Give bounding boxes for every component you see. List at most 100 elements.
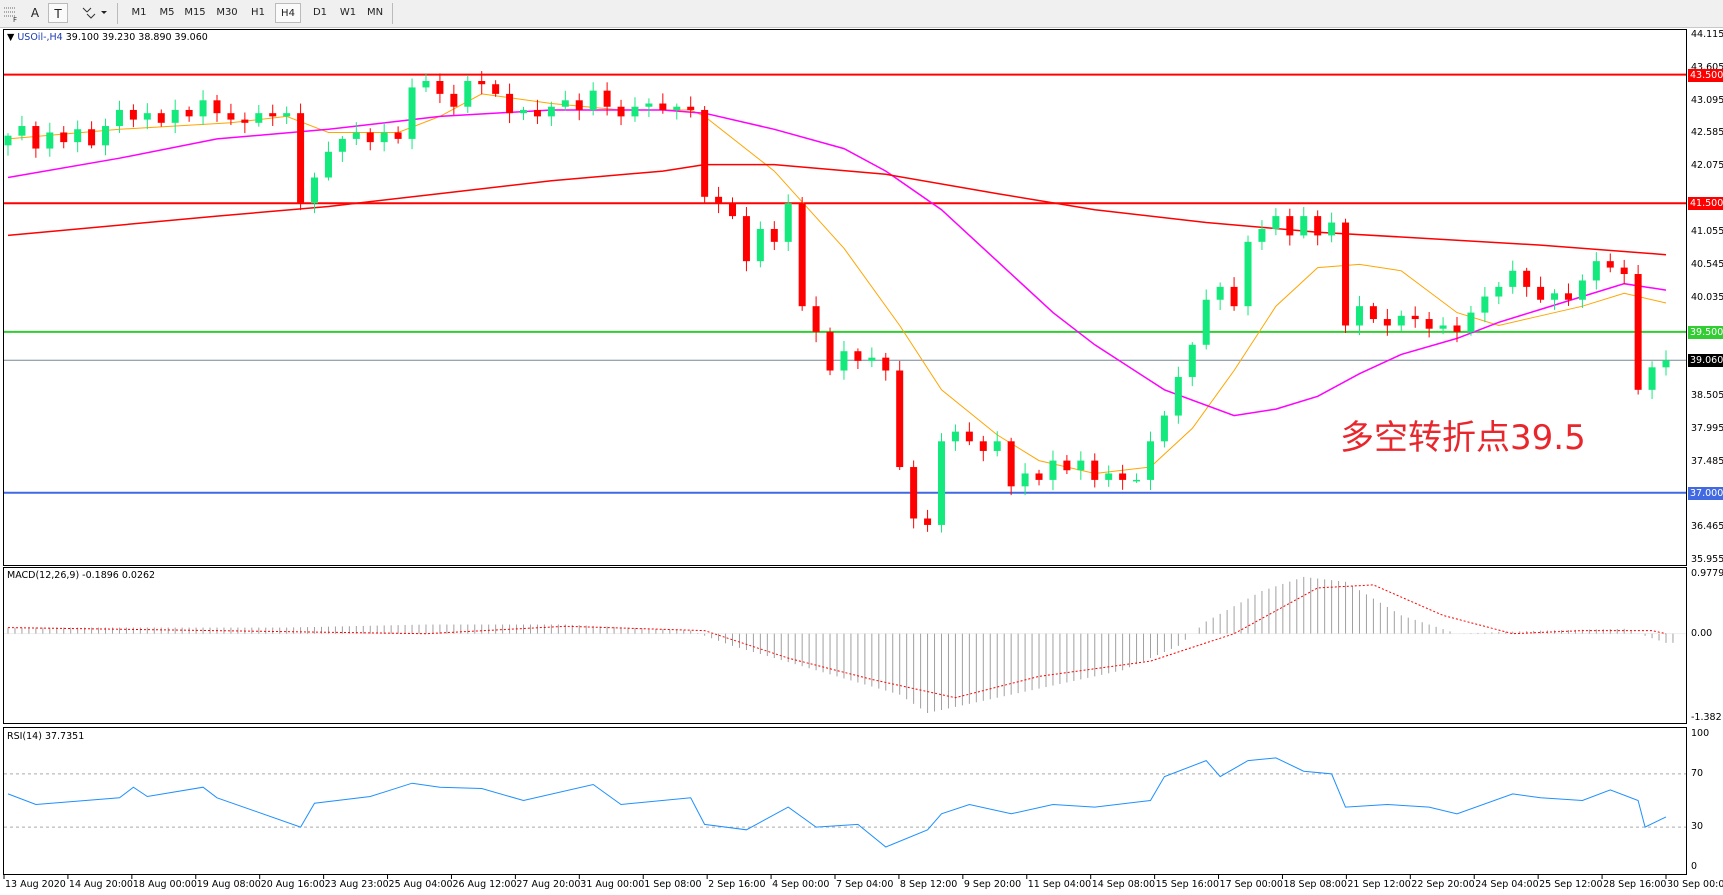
candle-down — [1453, 325, 1461, 332]
collapse-triangle-icon[interactable]: ▼ — [7, 32, 15, 43]
time-tick: 30 Sep 00:00 — [1667, 879, 1723, 890]
arrows-icon[interactable] — [78, 3, 110, 23]
time-tick: 14 Sep 08:00 — [1091, 879, 1156, 890]
candle-up — [18, 126, 26, 136]
candle-down — [687, 106, 695, 110]
time-tick: 23 Aug 23:00 — [324, 879, 389, 890]
candle-up — [1160, 415, 1168, 442]
time-tick: 2 Sep 16:00 — [708, 879, 766, 890]
candle-down — [506, 93, 514, 114]
candle-up — [1105, 473, 1113, 480]
toolbar-separator — [392, 3, 393, 24]
text-label-icon[interactable]: T — [48, 3, 68, 23]
time-tick: 25 Aug 04:00 — [388, 879, 453, 890]
time-tick: 18 Aug 00:00 — [132, 879, 197, 890]
candle-down — [1383, 319, 1391, 326]
macd-panel[interactable]: MACD(12,26,9) -0.1896 0.0262 — [3, 567, 1687, 724]
timeframe-m5[interactable]: M5 — [159, 7, 175, 18]
time-tick: 25 Sep 12:00 — [1539, 879, 1603, 890]
candle-down — [60, 132, 68, 143]
candle-down — [366, 132, 374, 143]
candle-down — [129, 109, 137, 120]
candle-up — [1439, 325, 1447, 329]
timeframe-h4[interactable]: H4 — [275, 3, 301, 23]
current-price-tag: 39.060 — [1688, 354, 1723, 368]
time-tick: 27 Aug 20:00 — [516, 879, 581, 890]
symbol-label: USOil-,H4 — [17, 32, 63, 43]
candle-up — [1188, 344, 1196, 377]
rsi-tick: 30 — [1691, 821, 1704, 833]
level-price-tag: 43.500 — [1688, 68, 1723, 82]
time-tick: 21 Sep 12:00 — [1347, 879, 1411, 890]
candle-down — [729, 203, 737, 217]
candle-up — [1133, 479, 1141, 482]
candle-down — [241, 119, 249, 123]
time-tick: 8 Sep 12:00 — [899, 879, 958, 890]
candle-down — [770, 228, 778, 242]
time-tick: 1 Sep 08:00 — [644, 879, 702, 890]
price-tick: 44.115 — [1691, 29, 1723, 40]
timeframe-m1[interactable]: M1 — [131, 7, 147, 18]
candle-up — [1216, 286, 1224, 300]
candle-up — [199, 100, 207, 117]
candle-down — [979, 441, 987, 451]
time-tick: 26 Aug 12:00 — [452, 879, 517, 890]
ma-mid-line — [7, 109, 1667, 417]
macd-tick: 0.00 — [1691, 627, 1713, 639]
timeframe-m30[interactable]: M30 — [216, 7, 238, 18]
candle-down — [1564, 293, 1572, 300]
price-chart-panel[interactable]: ▼ USOil-,H4 39.100 39.230 38.890 39.060 — [3, 29, 1687, 566]
level-price-tag: 37.000 — [1688, 486, 1723, 500]
time-tick: 11 Sep 04:00 — [1027, 879, 1092, 890]
candle-down — [910, 467, 918, 519]
candle-down — [924, 518, 932, 525]
candle-up — [868, 357, 876, 361]
candle-up — [673, 106, 681, 110]
timeframe-m15[interactable]: M15 — [184, 7, 206, 18]
candle-up — [1495, 286, 1503, 297]
candle-down — [1523, 270, 1531, 287]
text-icon[interactable]: A — [30, 6, 40, 20]
candle-down — [659, 103, 667, 110]
level-price-tag: 39.500 — [1688, 325, 1723, 339]
toolbar-separator — [117, 3, 118, 24]
candle-down — [617, 106, 625, 117]
timeframe-w1[interactable]: W1 — [339, 7, 357, 18]
time-tick: 13 Aug 2020 — [5, 879, 66, 890]
candle-down — [896, 370, 904, 468]
candle-down — [1063, 460, 1071, 471]
ma-fast-line — [7, 93, 1667, 475]
candle-down — [1314, 216, 1322, 236]
candle-up — [1174, 376, 1182, 416]
candle-up — [283, 113, 291, 117]
price-tick: 42.585 — [1691, 127, 1723, 139]
candle-up — [422, 81, 430, 88]
macd-tick: -1.382 — [1691, 712, 1722, 723]
candle-up — [352, 132, 360, 139]
candle-down — [533, 109, 541, 117]
timeframe-d1[interactable]: D1 — [312, 7, 328, 18]
candle-down — [1369, 306, 1377, 320]
rsi-tick: 0 — [1691, 861, 1698, 872]
candle-down — [1537, 286, 1545, 300]
candle-down — [603, 90, 611, 107]
candle-up — [1202, 299, 1210, 345]
candle-up — [561, 100, 569, 107]
candle-down — [1119, 473, 1127, 480]
candle-up — [1578, 280, 1586, 300]
candle-down — [812, 306, 820, 332]
timeframe-h1[interactable]: H1 — [251, 7, 265, 18]
price-tick: 40.035 — [1691, 291, 1723, 303]
candle-up — [74, 129, 82, 143]
time-tick: 14 Aug 20:00 — [68, 879, 133, 890]
fibonacci-icon[interactable]: F — [2, 3, 20, 24]
candle-up — [1648, 367, 1656, 390]
candle-down — [1035, 473, 1043, 480]
candle-up — [1397, 315, 1405, 326]
candle-up — [1021, 473, 1029, 487]
timeframe-mn[interactable]: MN — [366, 7, 384, 18]
time-tick: 31 Aug 00:00 — [580, 879, 645, 890]
candle-up — [464, 81, 472, 107]
candle-up — [324, 151, 332, 178]
rsi-panel[interactable]: RSI(14) 37.7351 — [3, 727, 1687, 875]
